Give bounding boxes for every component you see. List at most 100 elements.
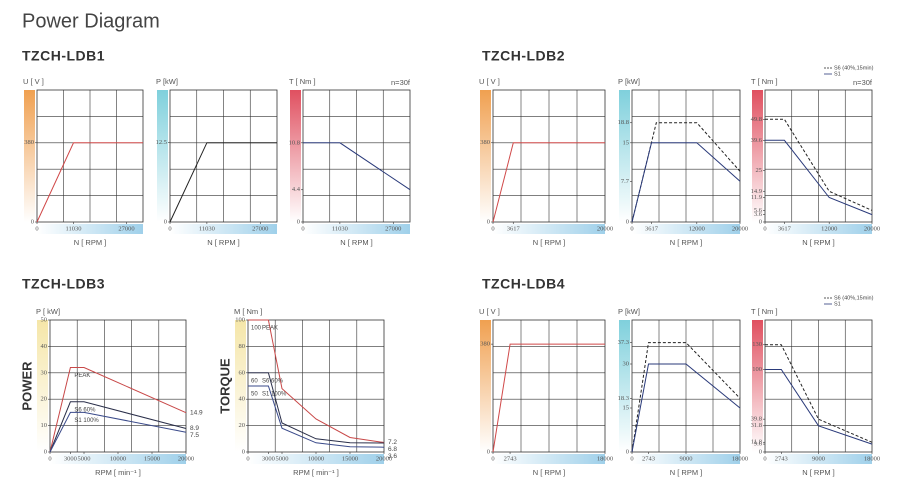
section-title: TZCH-LDB3 [22,276,105,292]
start-value-label: 50 [251,392,258,398]
x-tick-label: 2743 [642,455,655,462]
series-label: S1 100% [262,392,287,398]
series-label: S6 60% [74,407,96,413]
accent-bar [157,90,168,222]
x-tick-label: 0 [491,455,494,462]
x-tick-label: 9000 [680,455,693,462]
y-axis-title: T [ Nm ] [289,77,316,86]
y-tick-label: 18.8 [618,119,629,126]
x-axis-bar [37,224,143,234]
accent-bar [290,90,301,222]
y-axis-title: P [kW] [618,307,640,316]
x-tick-label: 0 [35,225,38,232]
x-tick-label: 18000 [597,455,613,462]
y-tick-label: 30 [623,360,630,367]
accent-bar [235,320,246,452]
x-axis-bar [248,454,384,464]
y-tick-label: 37.3 [618,339,629,346]
y-tick-label: 31.8 [751,422,762,429]
series-line [169,142,277,223]
y-tick-label: 380 [480,341,490,348]
x-tick-label: 0 [630,455,633,462]
x-tick-label: 2743 [504,455,517,462]
end-value-label: 8.9 [190,425,199,432]
y-tick-label: 50 [41,316,48,323]
y-axis-title: M [ Nm ] [234,307,262,316]
series-line [49,411,187,453]
x-tick-label: 0 [491,225,494,232]
accent-bar [37,320,48,452]
y-axis-title: P [kW] [156,77,178,86]
y-tick-label: 0 [487,448,490,455]
x-axis-bar [493,224,605,234]
x-tick-label: 20000 [597,225,613,232]
x-tick-label: 12000 [821,225,837,232]
y-axis-title: T [ Nm ] [751,77,778,86]
series-line [765,139,873,216]
x-tick-label: 15000 [144,455,160,462]
y-tick-label: 25 [756,167,763,174]
x-tick-label: 3617 [507,225,521,232]
x-tick-label: 9000 [812,455,825,462]
y-tick-label: 0 [31,218,34,225]
y-tick-label: 15 [623,139,630,146]
x-tick-label: 3000 [64,455,77,462]
y-tick-label: 7.7 [621,178,630,185]
accent-bar [619,320,630,452]
x-tick-label: 11030 [332,225,348,232]
x-tick-label: 0 [630,225,633,232]
end-value-label: 14.9 [190,409,203,416]
y-axis-title: U [ V ] [479,307,500,316]
y-tick-label: 0 [759,448,762,455]
side-label: TORQUE [217,358,232,414]
y-axis-title: P [kW] [618,77,640,86]
y-tick-label: 40 [41,343,48,350]
y-tick-label: 18.3 [618,395,629,402]
x-axis-bar [632,454,740,464]
series-line [765,344,873,443]
x-axis-title: RPM [ min⁻¹ ] [293,468,339,477]
y-tick-label: 60 [239,369,246,376]
y-tick-label: 10 [41,422,48,429]
x-tick-label: 11030 [66,225,82,232]
start-value-label: 60 [251,378,258,384]
annotation: n=30f [853,78,873,87]
x-axis-bar [765,454,872,464]
x-tick-label: 15000 [342,455,358,462]
x-tick-label: 0 [763,225,766,232]
y-tick-label: 20 [239,422,246,429]
end-value-label: 7.2 [388,439,397,446]
x-tick-label: 10000 [308,455,324,462]
side-label: POWER [19,361,34,411]
x-axis-title: N [ RPM ] [802,468,835,477]
legend-label: S1 [834,301,841,307]
y-tick-label: 10.8 [289,139,300,146]
y-tick-label: 15 [623,404,630,411]
section-title: TZCH-LDB1 [22,48,105,64]
series-line [36,142,143,223]
annotation: n=30f [391,78,411,87]
series-line [49,401,187,453]
series-line [765,118,873,211]
end-value-label: 6.8 [388,446,397,453]
x-tick-label: 3617 [778,225,792,232]
start-value-label: 100 [251,326,262,332]
x-tick-label: 18000 [732,455,748,462]
series-line [631,342,741,453]
x-axis-title: RPM [ min⁻¹ ] [95,468,141,477]
y-axis-title: U [ V ] [23,77,44,86]
y-tick-label: 0 [242,448,245,455]
x-tick-label: 20000 [864,225,880,232]
x-tick-label: 20000 [376,455,392,462]
x-tick-label: 11030 [199,225,215,232]
legend-label: S6 (40%,15min) [834,65,874,71]
series-line [49,367,187,453]
accent-bar [480,320,491,452]
page-title: Power Diagram [22,10,160,32]
x-axis-title: N [ RPM ] [533,468,566,477]
legend-label: S1 [834,71,841,77]
y-tick-label: 49.8 [751,116,762,123]
y-tick-label: 380 [480,139,490,146]
y-axis-title: P [ kW] [36,307,60,316]
